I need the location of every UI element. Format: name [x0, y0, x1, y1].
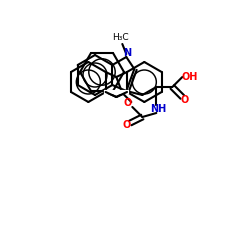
- Text: N: N: [123, 48, 132, 58]
- Text: NH: NH: [150, 104, 166, 114]
- Text: OH: OH: [181, 72, 198, 82]
- Text: O: O: [122, 120, 130, 130]
- Text: O: O: [180, 95, 188, 105]
- Text: H₃C: H₃C: [112, 32, 129, 42]
- Text: O: O: [123, 98, 132, 108]
